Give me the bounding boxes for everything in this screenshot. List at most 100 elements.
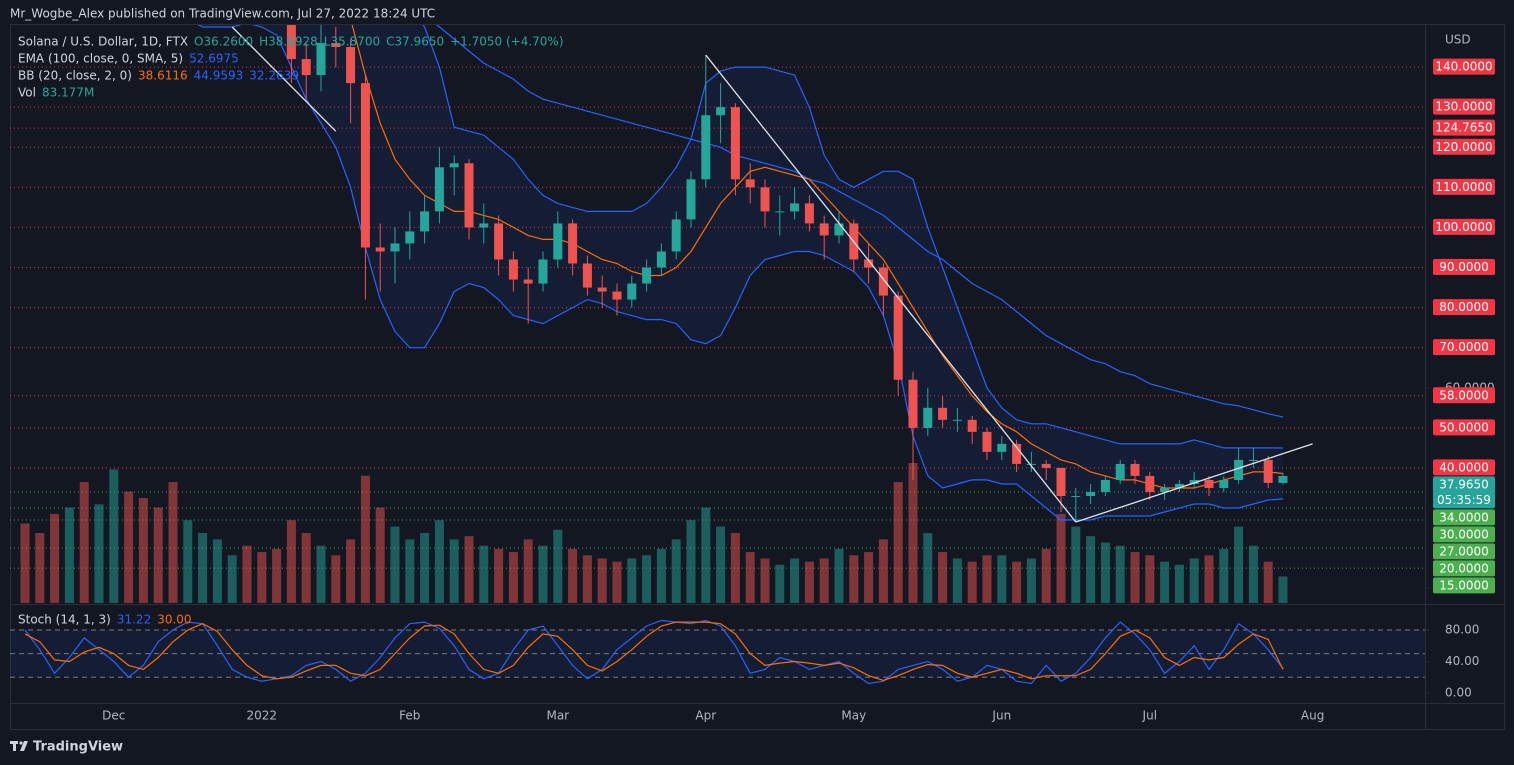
- main-pane: [10, 25, 1425, 603]
- candle-body: [390, 243, 400, 252]
- level-label-box: [1433, 299, 1495, 316]
- level-label-box: [1433, 526, 1495, 543]
- level-label: 40.0000: [1439, 460, 1489, 474]
- volume-bar: [568, 548, 578, 603]
- volume-bar: [582, 555, 592, 603]
- candle-body: [1160, 487, 1170, 492]
- header: Mr_Wogbe_Alex published on TradingView.c…: [10, 7, 435, 21]
- level-label: 50.0000: [1439, 420, 1489, 434]
- volume-bar: [1041, 548, 1051, 603]
- candle-body: [1204, 479, 1214, 488]
- candle-body: [790, 203, 800, 212]
- candle-body: [316, 43, 326, 76]
- volume-bar: [494, 548, 504, 603]
- volume-bar: [35, 533, 45, 603]
- candle-body: [597, 287, 607, 292]
- volume-bar: [375, 507, 385, 603]
- volume-bar: [952, 558, 962, 603]
- volume-bar: [671, 539, 681, 603]
- bb-fill: [198, 25, 1283, 520]
- volume-bar: [1189, 558, 1199, 603]
- volume-bar: [656, 548, 666, 603]
- level-label: 124.7650: [1435, 121, 1492, 135]
- candle-body: [405, 231, 415, 244]
- level-label-box: [1433, 58, 1495, 75]
- stoch-pane: [10, 619, 1425, 685]
- volume-bar: [553, 529, 563, 603]
- volume-bar: [1056, 513, 1066, 603]
- candle-body: [716, 107, 726, 116]
- candle-body: [286, 25, 296, 60]
- x-tick-label: Feb: [399, 709, 420, 723]
- candle-body: [1278, 476, 1288, 483]
- volume-bar: [301, 533, 311, 603]
- legend-title: Solana / U.S. Dollar, 1D, FTX: [18, 35, 188, 49]
- volume-bar: [1130, 552, 1140, 603]
- volume-bar: [449, 539, 459, 603]
- candle-body: [301, 59, 311, 76]
- volume-bar: [1026, 558, 1036, 603]
- volume-bar: [849, 555, 859, 603]
- volume-bar: [168, 482, 178, 603]
- stoch-tick-label: 80.00: [1445, 622, 1479, 636]
- level-label-box: [1433, 419, 1495, 436]
- level-label-box: [1433, 98, 1495, 115]
- frame: [10, 24, 1505, 730]
- candle-body: [908, 379, 918, 428]
- volume-bar: [538, 545, 548, 603]
- logo-part: [20, 741, 28, 751]
- volume-bar: [701, 507, 711, 603]
- x-tick-label: 2022: [247, 709, 278, 723]
- candle-body: [1012, 443, 1022, 464]
- legend-bb-value: 32.2639: [249, 69, 299, 83]
- volume-bar: [64, 507, 74, 603]
- candle-body: [967, 419, 977, 432]
- candle-body: [1174, 483, 1184, 488]
- volume-bar: [893, 482, 903, 603]
- volume-bar: [286, 520, 296, 603]
- level-label-box: [1433, 543, 1495, 560]
- trendline: [1075, 443, 1313, 523]
- candle-body: [420, 211, 430, 232]
- volume-bar: [997, 555, 1007, 603]
- level-label: 58.0000: [1439, 388, 1489, 402]
- candle-body: [864, 259, 874, 268]
- volume-bar: [183, 520, 193, 603]
- legend-close: C37.9650: [386, 35, 444, 49]
- level-label-box: [1433, 138, 1495, 155]
- last-price: 37.9650: [1439, 477, 1489, 491]
- volume-bar: [1248, 545, 1258, 603]
- bb-line: [422, 25, 1284, 449]
- level-label: 140.0000: [1435, 60, 1492, 74]
- stoch-tick-label: 0.00: [1445, 685, 1472, 699]
- candle-body: [701, 115, 711, 180]
- candle-body: [1263, 459, 1273, 483]
- volume-bar: [331, 555, 341, 603]
- candle-body: [745, 179, 755, 188]
- legend-bb-value: 38.6116: [138, 69, 188, 83]
- level-label-box: [1433, 178, 1495, 195]
- level-label: 120.0000: [1435, 140, 1492, 154]
- x-tick-label: Mar: [546, 709, 569, 723]
- legend-open: O36.2600: [194, 35, 253, 49]
- level-label-box: [1433, 218, 1495, 235]
- volume-bar: [390, 526, 400, 603]
- volume-bar: [198, 533, 208, 603]
- footer-logo: [10, 741, 28, 751]
- volume-bar: [1174, 564, 1184, 603]
- candle-body: [1056, 467, 1066, 496]
- x-tick-label: May: [841, 709, 866, 723]
- volume-bar: [346, 539, 356, 603]
- candle-body: [642, 267, 652, 284]
- volume-bar: [1115, 545, 1125, 603]
- candle-body: [686, 179, 696, 220]
- candle-body: [612, 291, 622, 300]
- stoch-line: [24, 619, 1284, 685]
- candle-body: [375, 247, 385, 252]
- volume-bar: [212, 539, 222, 603]
- volume-bar: [153, 507, 163, 603]
- volume-bar: [1100, 542, 1110, 603]
- level-label: 70.0000: [1439, 340, 1489, 354]
- candle-body: [508, 259, 518, 280]
- volume-bar: [405, 539, 415, 603]
